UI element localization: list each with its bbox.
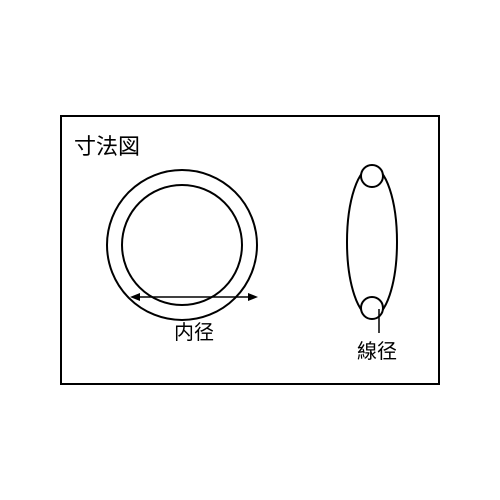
wire-diameter-indicator (378, 309, 380, 333)
diagram-frame: 寸法図 内径 線径 (60, 115, 440, 385)
inner-diameter-label: 内径 (174, 316, 214, 345)
inner-diameter-dimension (130, 287, 258, 307)
ring-side-view (342, 162, 402, 322)
wire-diameter-label: 線径 (357, 335, 397, 364)
diagram-title: 寸法図 (74, 129, 140, 161)
